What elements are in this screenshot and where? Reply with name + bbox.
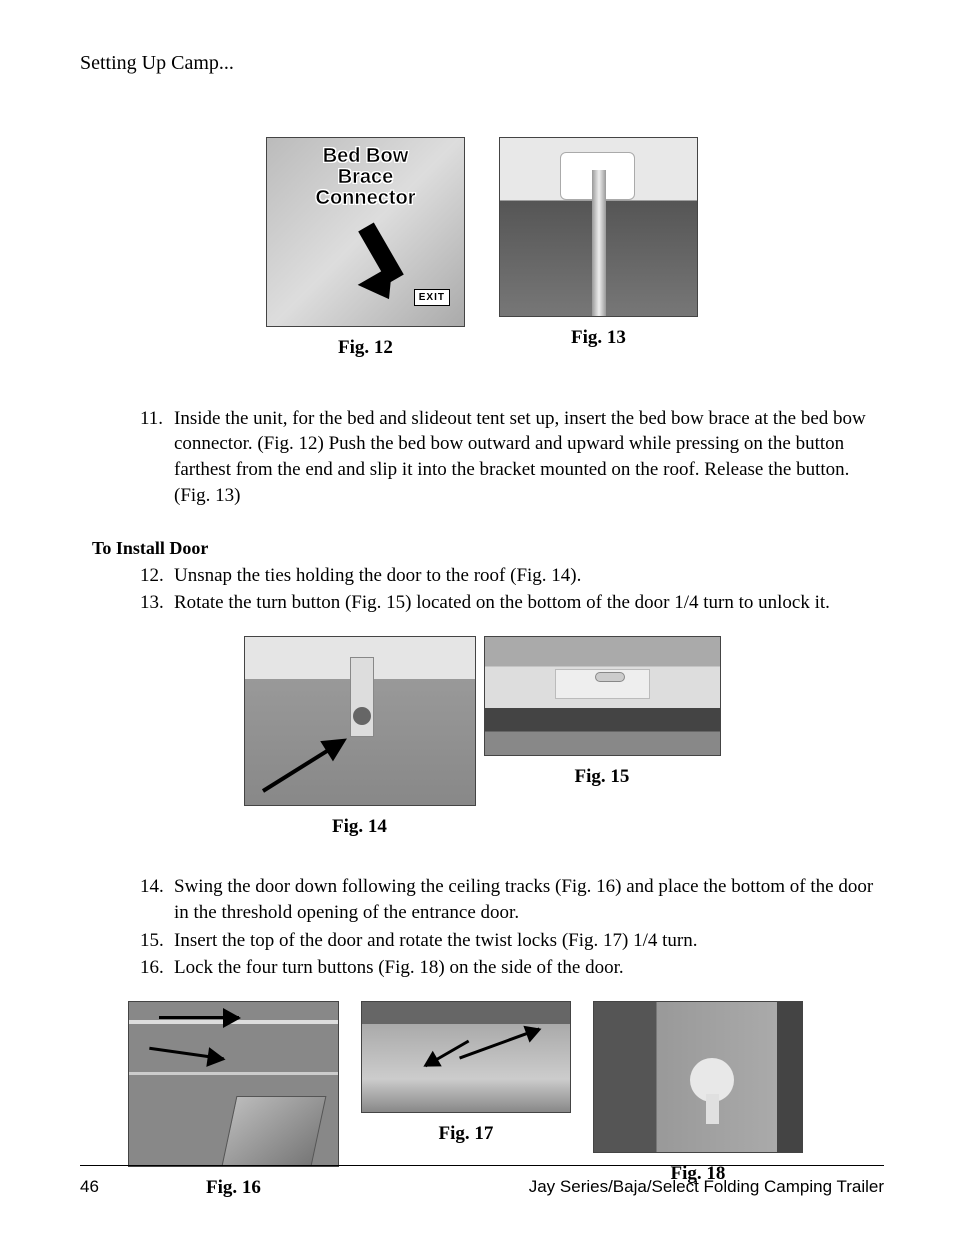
fig12-label-3: Connector xyxy=(316,187,416,209)
figure-17-image xyxy=(361,1001,571,1113)
figure-18-image xyxy=(593,1001,803,1153)
step-11-num: 11. xyxy=(140,406,174,509)
door-shape xyxy=(222,1096,327,1166)
figure-17-caption: Fig. 17 xyxy=(439,1121,494,1147)
figure-14-image xyxy=(244,636,476,806)
section-install-door: To Install Door xyxy=(80,536,884,560)
step-15-text: Insert the top of the door and rotate th… xyxy=(174,928,884,954)
figure-14-caption: Fig. 14 xyxy=(332,814,387,840)
figure-16-image xyxy=(128,1001,339,1167)
step-13-num: 13. xyxy=(140,590,174,616)
turn-button-shape xyxy=(595,672,625,682)
steps-list-3: 14. Swing the door down following the ce… xyxy=(80,874,884,981)
step-14-num: 14. xyxy=(140,874,174,925)
track-shape-2 xyxy=(129,1072,338,1075)
step-14-text: Swing the door down following the ceilin… xyxy=(174,874,884,925)
page-number: 46 xyxy=(80,1176,99,1199)
step-12-text: Unsnap the ties holding the door to the … xyxy=(174,563,884,589)
knob-shape xyxy=(353,707,371,725)
step-16: 16. Lock the four turn buttons (Fig. 18)… xyxy=(140,955,884,981)
exit-sign: EXIT xyxy=(414,289,450,307)
figure-13-image xyxy=(499,137,698,317)
step-15-num: 15. xyxy=(140,928,174,954)
steps-list-2: 12. Unsnap the ties holding the door to … xyxy=(80,563,884,616)
figure-18-block: Fig. 18 xyxy=(593,1001,803,1187)
figure-12-block: Bed Bow Brace Connector EXIT Fig. 12 xyxy=(266,137,465,361)
step-16-num: 16. xyxy=(140,955,174,981)
figure-15-block: Fig. 15 xyxy=(484,636,721,790)
arrow-icon xyxy=(159,1016,239,1019)
fig12-label-1: Bed Bow xyxy=(323,145,409,167)
arrow-icon xyxy=(459,1028,540,1060)
turn-button-tab xyxy=(706,1094,719,1124)
step-16-text: Lock the four turn buttons (Fig. 18) on … xyxy=(174,955,884,981)
step-14: 14. Swing the door down following the ce… xyxy=(140,874,884,925)
arrow-icon xyxy=(149,1047,224,1060)
steps-list-1: 11. Inside the unit, for the bed and sli… xyxy=(80,406,884,509)
step-11: 11. Inside the unit, for the bed and sli… xyxy=(140,406,884,509)
figure-row-12-13: Bed Bow Brace Connector EXIT Fig. 12 Fig… xyxy=(80,137,884,361)
figure-14-block: Fig. 14 xyxy=(244,636,476,840)
step-12-num: 12. xyxy=(140,563,174,589)
figure-13-caption: Fig. 13 xyxy=(571,325,626,351)
footer-title: Jay Series/Baja/Select Folding Camping T… xyxy=(529,1176,884,1199)
arrow-icon xyxy=(425,1040,470,1068)
figure-12-caption: Fig. 12 xyxy=(338,335,393,361)
step-13-text: Rotate the turn button (Fig. 15) located… xyxy=(174,590,884,616)
step-12: 12. Unsnap the ties holding the door to … xyxy=(140,563,884,589)
page-header: Setting Up Camp... xyxy=(80,50,884,77)
step-13: 13. Rotate the turn button (Fig. 15) loc… xyxy=(140,590,884,616)
step-15: 15. Insert the top of the door and rotat… xyxy=(140,928,884,954)
figure-12-label: Bed Bow Brace Connector xyxy=(267,146,464,209)
figure-17-block: Fig. 17 xyxy=(361,1001,571,1147)
figure-row-14-15: Fig. 14 Fig. 15 xyxy=(80,636,884,840)
arrow-icon xyxy=(261,739,344,793)
figure-15-image xyxy=(484,636,721,756)
strap-shape xyxy=(350,657,374,737)
figure-15-caption: Fig. 15 xyxy=(575,764,630,790)
fig12-label-2: Brace xyxy=(338,166,394,188)
step-11-text: Inside the unit, for the bed and slideou… xyxy=(174,406,884,509)
page-footer: 46 Jay Series/Baja/Select Folding Campin… xyxy=(80,1165,884,1199)
pole-shape xyxy=(592,170,606,317)
figure-13-block: Fig. 13 xyxy=(499,137,698,361)
figure-12-image: Bed Bow Brace Connector EXIT xyxy=(266,137,465,327)
